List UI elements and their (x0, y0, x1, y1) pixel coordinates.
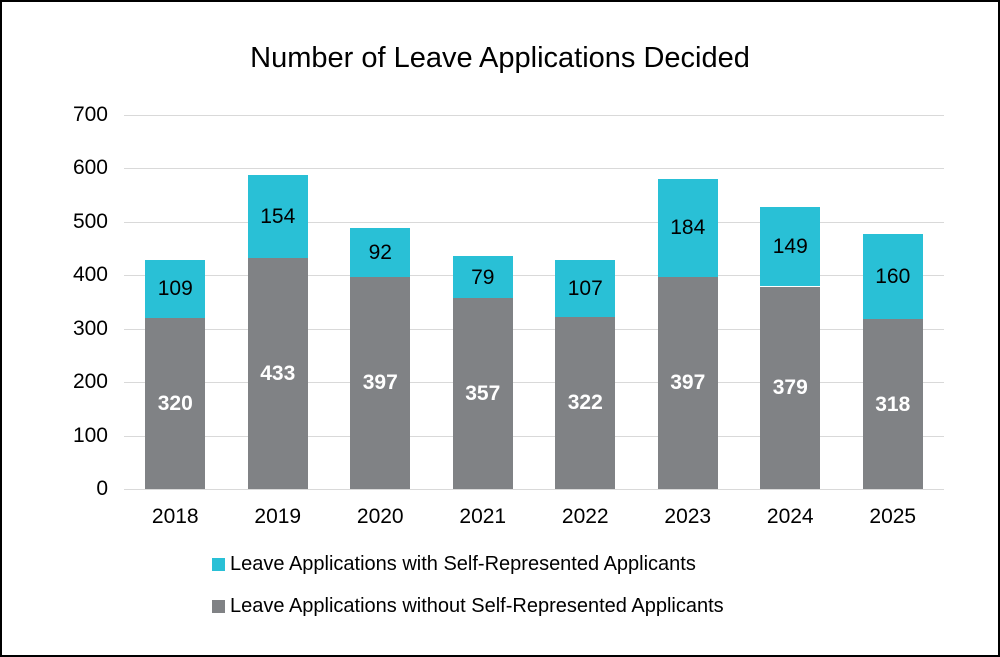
gridline-700 (124, 115, 944, 116)
legend: Leave Applications with Self-Represented… (212, 551, 724, 635)
bar-segment: 160 (862, 233, 923, 320)
bar-segment: 433 (247, 257, 308, 489)
gridline-0 (124, 489, 944, 490)
bar-value-label: 160 (875, 264, 911, 288)
y-axis-label: 0 (96, 477, 108, 500)
bar-segment: 92 (350, 227, 411, 277)
y-axis-label: 100 (72, 423, 108, 447)
legend-swatch (212, 557, 225, 571)
bar-value-label: 379 (772, 376, 808, 400)
legend-label: Leave Applications without Self-Represen… (230, 594, 724, 617)
chart-title: Number of Leave Applications Decided (250, 42, 750, 74)
bar-value-label: 397 (670, 371, 706, 395)
bar-value-label: 397 (362, 371, 398, 395)
legend-label: Leave Applications with Self-Represented… (230, 552, 696, 575)
bar-segment: 184 (657, 178, 718, 277)
x-axis-label: 2024 (766, 505, 814, 528)
x-axis-label: 2018 (151, 505, 199, 528)
bar-value-label: 79 (471, 265, 495, 289)
legend-item: Leave Applications without Self-Represen… (212, 593, 724, 619)
bar-segment: 154 (247, 175, 308, 258)
gridline-600 (124, 168, 944, 170)
y-axis-label: 600 (72, 156, 108, 180)
y-axis-label: 500 (72, 209, 108, 233)
bar-value-label: 184 (670, 216, 706, 240)
gridline-500 (124, 221, 944, 223)
bar-segment: 397 (350, 276, 411, 489)
bar-value-label: 357 (465, 382, 501, 406)
bar-value-label: 320 (157, 392, 193, 415)
x-axis-label: 2023 (664, 505, 712, 528)
x-axis-label: 2025 (869, 505, 917, 528)
bar-value-label: 107 (567, 276, 603, 300)
gridline-400 (124, 275, 944, 277)
bar-segment: 397 (657, 276, 718, 489)
bar-segment: 79 (452, 256, 513, 299)
bar-value-label: 433 (260, 361, 296, 385)
bar-value-label: 149 (772, 235, 808, 259)
legend-item: Leave Applications with Self-Represented… (212, 551, 724, 577)
bar-value-label: 154 (260, 204, 296, 228)
bar-segment: 109 (145, 259, 206, 319)
gridline-100 (124, 435, 944, 437)
y-axis-label: 200 (72, 370, 108, 394)
y-axis-label: 700 (72, 103, 108, 126)
bar-segment: 149 (760, 206, 821, 287)
x-axis-label: 2019 (254, 505, 302, 528)
y-axis-label: 300 (72, 316, 108, 340)
bar-segment: 357 (452, 298, 513, 489)
bar-segment: 379 (760, 286, 821, 489)
bar-value-label: 109 (157, 277, 193, 301)
bar-segment: 107 (555, 259, 616, 317)
x-axis-label: 2022 (561, 505, 609, 528)
gridline-300 (124, 328, 944, 330)
gridline-200 (124, 382, 944, 384)
bar-value-label: 318 (875, 392, 911, 416)
bar-segment: 322 (555, 316, 616, 489)
legend-swatch (212, 599, 225, 613)
bar-segment: 318 (862, 319, 923, 489)
x-axis-label: 2020 (356, 505, 404, 528)
y-axis-label: 400 (72, 263, 108, 287)
bar-value-label: 92 (368, 240, 392, 264)
x-axis-label: 2021 (459, 505, 507, 528)
bar-segment: 320 (145, 318, 206, 489)
bar-value-label: 322 (567, 391, 603, 415)
